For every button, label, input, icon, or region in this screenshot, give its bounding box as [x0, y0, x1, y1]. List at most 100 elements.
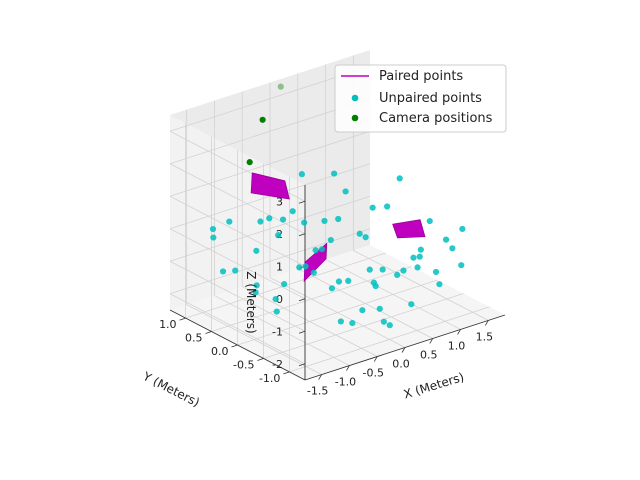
grid-z-back [169, 195, 371, 262]
unpaired-point [312, 247, 319, 254]
unpaired-point [273, 308, 280, 315]
unpaired-point [331, 170, 338, 177]
y-tick-label: 0.5 [185, 332, 203, 345]
unpaired-point [342, 188, 349, 195]
unpaired-point [410, 254, 417, 261]
unpaired-point [362, 234, 369, 241]
unpaired-point [272, 296, 279, 303]
x-tick-label: -1.0 [335, 376, 356, 389]
z-tick-label: 3 [276, 195, 283, 208]
unpaired-point [376, 305, 383, 312]
unpaired-point [301, 219, 308, 226]
z-tick-label: -1 [272, 325, 283, 338]
x-tick-label: 0.5 [420, 348, 438, 361]
y-tick-label: -1.0 [259, 372, 280, 385]
legend-paired-label: Paired points [379, 69, 463, 84]
unpaired-point [210, 234, 217, 241]
unpaired-point [232, 267, 239, 274]
y-tick-mark [179, 317, 186, 321]
unpaired-point [414, 264, 421, 271]
z-tick-label: -2 [272, 358, 283, 371]
unpaired-point [366, 266, 373, 273]
unpaired-point [298, 171, 305, 178]
unpaired-point [345, 277, 352, 284]
unpaired-point [318, 246, 326, 253]
y-tick-mark [231, 344, 238, 348]
grid-z-side [169, 293, 306, 365]
x-tick-mark [401, 347, 406, 353]
unpaired-point [279, 216, 287, 223]
z-axis-label: Z (Meters) [244, 271, 258, 333]
unpaired-point [369, 204, 376, 211]
x-tick-mark [429, 338, 434, 344]
unpaired-point [416, 253, 423, 260]
data-marks [209, 83, 466, 329]
y-tick-label: 1.0 [159, 318, 177, 331]
x-tick-mark [318, 374, 323, 380]
unpaired-point [289, 208, 296, 215]
unpaired-point [321, 217, 328, 225]
grid-y-floor [289, 306, 490, 373]
z-tick-mark [298, 233, 306, 237]
y-tick-mark [283, 371, 290, 375]
z-tick-mark [298, 200, 306, 204]
unpaired-point [296, 264, 303, 271]
paired-surface [392, 219, 426, 239]
x-tick-label: 1.5 [476, 330, 494, 343]
unpaired-point [386, 322, 393, 329]
unpaired-point [426, 217, 433, 225]
unpaired-point [327, 236, 334, 244]
unpaired-point [253, 247, 260, 254]
z-tick-mark [298, 363, 306, 367]
camera-point [246, 159, 253, 166]
x-tick-label: 0.0 [392, 358, 410, 371]
grid-z-side [169, 195, 306, 267]
y-tick-mark [205, 331, 212, 334]
grid-y-floor [263, 293, 464, 359]
unpaired-point [226, 218, 233, 225]
unpaired-point [266, 215, 273, 222]
unpaired-point [417, 246, 424, 253]
unpaired-point [257, 218, 264, 225]
unpaired-point [432, 268, 440, 276]
unpaired-point [335, 215, 342, 223]
y-tick-label: -0.5 [233, 358, 254, 371]
grid-lines [169, 55, 490, 375]
unpaired-point [310, 269, 317, 276]
unpaired-point [209, 225, 217, 233]
paired-surface [250, 172, 290, 200]
unpaired-point [394, 271, 401, 278]
unpaired-point [275, 232, 282, 239]
unpaired-point [356, 230, 363, 237]
x-tick-label: -1.5 [307, 385, 328, 398]
unpaired-point [459, 225, 466, 233]
x-tick-label: -0.5 [362, 367, 383, 380]
grid-z-side [169, 260, 306, 332]
unpaired-point [328, 285, 336, 292]
z-tick-mark [298, 298, 306, 302]
legend-camera-swatch [351, 114, 359, 122]
unpaired-point [253, 282, 260, 289]
grid-z-back [169, 228, 371, 295]
unpaired-point [396, 175, 403, 182]
unpaired-point [384, 203, 391, 210]
legend-frame [334, 64, 507, 133]
camera-point [277, 83, 284, 90]
unpaired-point [458, 262, 465, 269]
x-tick-mark [457, 329, 461, 335]
y-tick-mark [257, 358, 264, 361]
legend-camera-label: Camera positions [379, 111, 493, 126]
unpaired-point [400, 267, 407, 274]
z-tick-label: 0 [276, 293, 283, 306]
unpaired-point [281, 280, 288, 288]
unpaired-point [370, 279, 377, 286]
unpaired-point [302, 263, 309, 270]
unpaired-point [359, 307, 366, 314]
y-axis-label: Y (Meters) [140, 369, 202, 410]
unpaired-point [349, 319, 356, 327]
unpaired-point [442, 236, 450, 243]
legend-unpaired-label: Unpaired points [379, 91, 482, 106]
unpaired-point [449, 245, 456, 252]
x-tick-mark [346, 365, 350, 371]
